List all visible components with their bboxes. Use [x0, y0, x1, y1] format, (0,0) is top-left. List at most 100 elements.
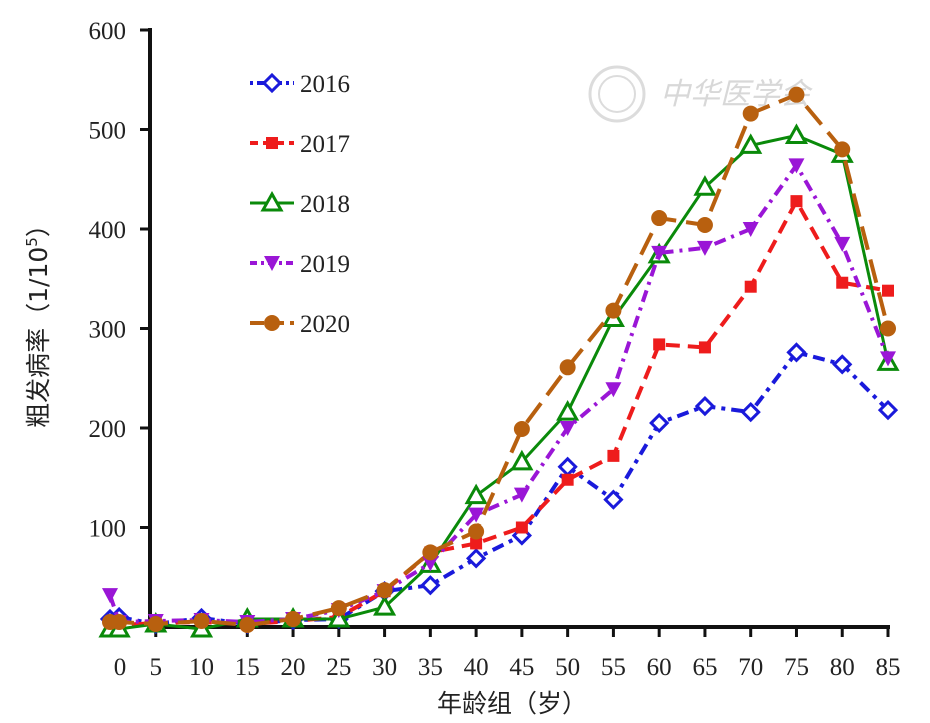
legend-item-2017: 2017	[250, 131, 350, 158]
watermark-seal-icon	[588, 65, 646, 123]
legend-label-2019: 2019	[300, 251, 350, 278]
x-tick-label: 50	[555, 654, 580, 681]
data-point-2020-35	[422, 544, 439, 561]
series-2019	[102, 158, 896, 631]
data-point-2016-80	[832, 354, 853, 375]
data-point-2017-60	[653, 338, 666, 351]
legend-marker-2017	[266, 137, 278, 149]
series-2017	[104, 195, 894, 632]
legend-label-2017: 2017	[300, 131, 350, 158]
data-point-2020-5	[147, 616, 164, 633]
data-point-2020-15	[239, 617, 256, 634]
series-line-2017	[109, 199, 889, 628]
data-point-2020-45	[513, 420, 530, 437]
legend-marker-2019	[264, 256, 280, 271]
data-point-2019-70	[742, 222, 759, 237]
data-point-2020-85	[880, 320, 896, 337]
legend-label-2018: 2018	[300, 191, 350, 218]
y-tick-label: 500	[89, 118, 127, 145]
series-line-2018	[110, 133, 890, 631]
data-point-2020-20	[285, 611, 302, 628]
data-point-2017-55	[607, 449, 620, 462]
x-tick-label: 85	[876, 654, 901, 681]
series-line-2019	[108, 163, 890, 625]
data-point-2017-40	[470, 537, 483, 550]
y-tick-label: 300	[89, 317, 127, 344]
data-point-2019-35	[422, 556, 439, 572]
data-point-2020-25	[330, 600, 347, 617]
data-point-2018-65	[693, 175, 717, 196]
data-point-2019-80	[834, 236, 851, 252]
legend-marker-2020	[264, 315, 280, 331]
data-point-2018-50	[556, 400, 580, 421]
x-tick-label: 5	[150, 654, 163, 681]
data-point-2018-75	[784, 123, 809, 144]
data-point-2016-65	[694, 395, 716, 417]
x-tick-label: 30	[372, 654, 397, 681]
legend-marker-2016	[261, 72, 283, 94]
data-point-2020-50	[559, 359, 576, 376]
watermark-text: 中华医学会	[660, 77, 813, 112]
x-tick-label: 45	[509, 654, 534, 681]
data-point-2019-85	[880, 351, 896, 367]
data-point-2020-10	[193, 613, 210, 630]
legend-label-2020: 2020	[300, 311, 350, 338]
series-2018	[98, 123, 900, 638]
data-point-2017-50	[561, 473, 574, 486]
y-tick-label: 400	[89, 217, 127, 244]
data-point-2020-1	[111, 614, 128, 631]
data-point-2016-60	[649, 412, 670, 434]
data-point-2019-40	[468, 507, 485, 523]
x-tick-label: 25	[326, 654, 351, 681]
data-point-2019-65	[696, 240, 713, 256]
data-point-2020-80	[834, 141, 851, 158]
data-point-2016-40	[465, 548, 487, 569]
x-tick-label: 0	[114, 654, 127, 681]
y-axis-title-superscript: 5	[23, 237, 41, 247]
data-point-2018-40	[464, 483, 488, 505]
legend-item-2019: 2019	[250, 251, 350, 278]
data-point-2017-80	[836, 276, 849, 289]
x-tick-label: 80	[830, 654, 855, 681]
data-point-2017-75	[790, 195, 803, 208]
data-point-2019-45	[513, 487, 530, 503]
y-axis-title-end: ）	[24, 212, 53, 237]
data-point-2020-70	[742, 105, 759, 122]
data-point-2020-30	[376, 582, 393, 599]
legend-item-2020: 2020	[250, 311, 350, 338]
axes	[140, 28, 890, 637]
legend-item-2018: 2018	[250, 190, 350, 218]
watermark-seal-inner	[598, 75, 636, 113]
y-axis-title: 粗发病率（1/105）	[23, 212, 53, 428]
data-point-2020-75	[788, 86, 805, 103]
x-tick-label: 15	[235, 654, 260, 681]
y-tick-label: 200	[89, 416, 127, 443]
data-point-2020-60	[651, 210, 668, 227]
y-tick-label: 600	[89, 18, 127, 45]
series-2016	[99, 342, 899, 635]
x-tick-label: 75	[784, 654, 809, 681]
data-point-2017-65	[698, 341, 711, 354]
data-point-2019-50	[559, 421, 576, 436]
x-tick-label: 35	[418, 654, 443, 681]
legend: 2016 2017 2018 2019 2020	[250, 71, 350, 338]
data-point-2019-0	[102, 588, 118, 604]
x-tick-label: 60	[647, 654, 672, 681]
series-line-2016	[109, 350, 890, 627]
x-tick-label: 10	[189, 654, 214, 681]
x-tick-label: 70	[738, 654, 763, 681]
x-tick-label: 55	[601, 654, 626, 681]
x-axis-title: 年龄组（岁）	[437, 689, 587, 718]
x-tick-label: 20	[281, 654, 306, 681]
data-point-2016-85	[877, 399, 899, 421]
legend-item-2016: 2016	[250, 71, 350, 98]
data-point-2019-60	[651, 245, 668, 261]
data-point-2016-75	[786, 342, 807, 363]
data-point-2016-55	[603, 489, 624, 510]
watermark: 中华医学会	[588, 65, 813, 123]
data-point-2016-35	[420, 575, 441, 596]
data-point-2018-30	[373, 595, 397, 616]
y-tick-label: 100	[89, 516, 127, 543]
series-layer	[98, 86, 900, 638]
